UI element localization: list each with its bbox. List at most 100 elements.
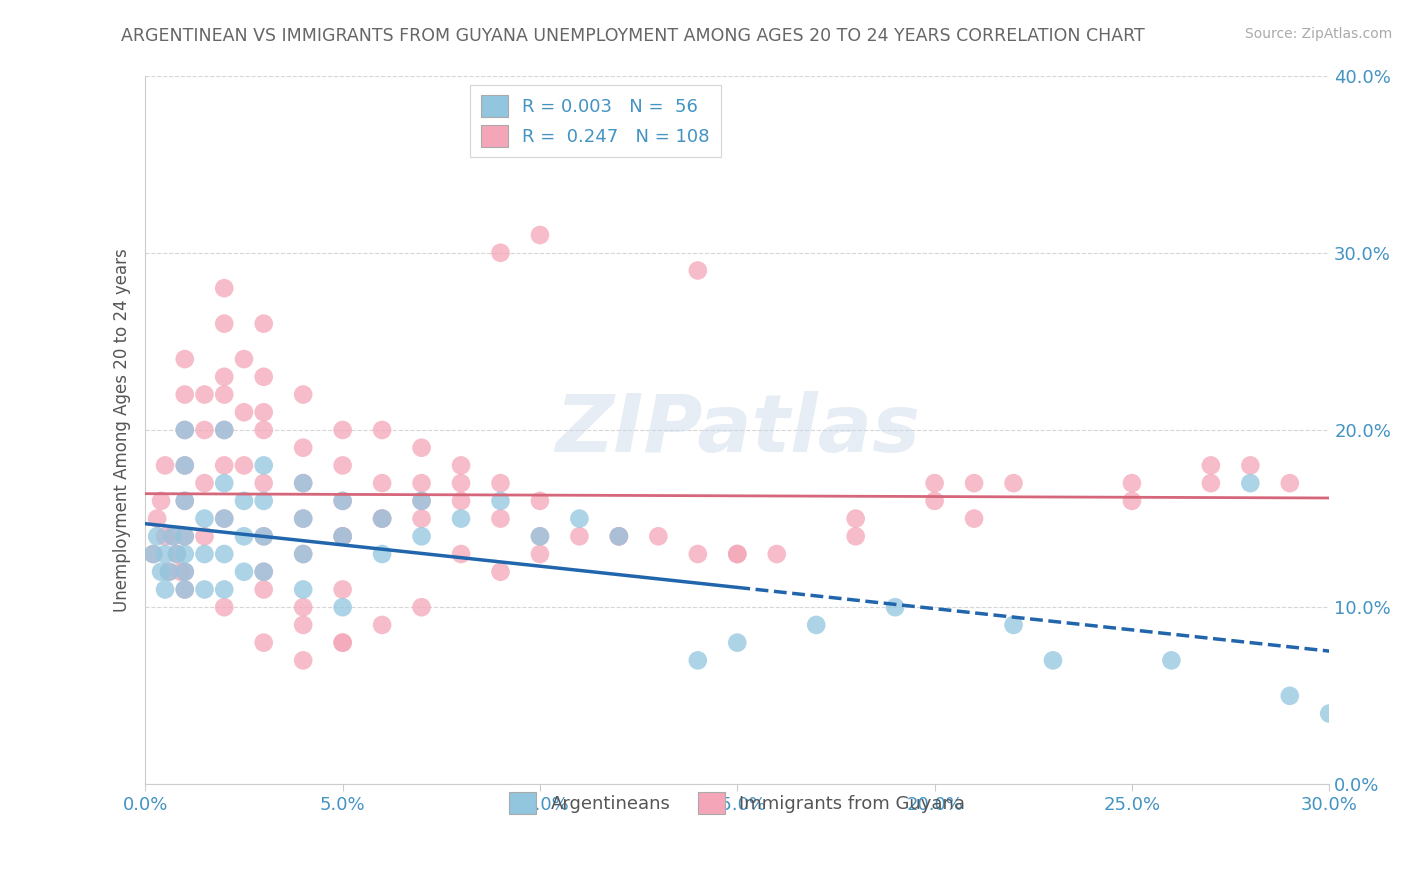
Point <box>963 511 986 525</box>
Point <box>253 369 276 384</box>
Point <box>292 618 315 632</box>
Point <box>146 529 169 543</box>
Point <box>529 227 551 242</box>
Point <box>253 317 276 331</box>
Point <box>1121 476 1143 491</box>
Point <box>332 529 354 543</box>
Point <box>233 494 256 508</box>
Point <box>162 529 184 543</box>
Point <box>884 600 907 615</box>
Point <box>292 511 315 525</box>
Point <box>212 547 235 561</box>
Point <box>212 511 235 525</box>
Point <box>845 529 868 543</box>
Point <box>1160 653 1182 667</box>
Point <box>212 600 235 615</box>
Point <box>292 582 315 597</box>
Point <box>212 281 235 295</box>
Point <box>1042 653 1064 667</box>
Point <box>233 529 256 543</box>
Point <box>173 423 195 437</box>
Point <box>489 565 512 579</box>
Point <box>292 653 315 667</box>
Point <box>332 635 354 649</box>
Point <box>153 458 176 473</box>
Point <box>371 423 394 437</box>
Point <box>765 547 787 561</box>
Point <box>162 529 184 543</box>
Point <box>489 245 512 260</box>
Point <box>233 565 256 579</box>
Point <box>332 582 354 597</box>
Text: Source: ZipAtlas.com: Source: ZipAtlas.com <box>1244 27 1392 41</box>
Point <box>568 529 591 543</box>
Point <box>153 529 176 543</box>
Point <box>450 494 472 508</box>
Point <box>411 511 433 525</box>
Point <box>212 317 235 331</box>
Point <box>173 352 195 367</box>
Point <box>173 494 195 508</box>
Point <box>173 582 195 597</box>
Point <box>233 352 256 367</box>
Point <box>253 529 276 543</box>
Point <box>1002 476 1025 491</box>
Point <box>607 529 630 543</box>
Point <box>292 547 315 561</box>
Point <box>173 387 195 401</box>
Point <box>371 511 394 525</box>
Point <box>193 511 215 525</box>
Point <box>1002 618 1025 632</box>
Point <box>1199 458 1222 473</box>
Point <box>212 423 235 437</box>
Point <box>173 565 195 579</box>
Point <box>332 458 354 473</box>
Point <box>568 511 591 525</box>
Point <box>489 476 512 491</box>
Point <box>1199 476 1222 491</box>
Point <box>450 547 472 561</box>
Point <box>212 423 235 437</box>
Point <box>411 600 433 615</box>
Point <box>253 565 276 579</box>
Point <box>411 494 433 508</box>
Point <box>529 529 551 543</box>
Point <box>292 511 315 525</box>
Point <box>292 441 315 455</box>
Point <box>212 369 235 384</box>
Point <box>253 405 276 419</box>
Point <box>233 458 256 473</box>
Point <box>292 476 315 491</box>
Point <box>371 511 394 525</box>
Point <box>529 547 551 561</box>
Point <box>1239 458 1261 473</box>
Point <box>1239 476 1261 491</box>
Point <box>332 529 354 543</box>
Point <box>193 423 215 437</box>
Point <box>371 476 394 491</box>
Point <box>292 476 315 491</box>
Point <box>253 423 276 437</box>
Point <box>193 529 215 543</box>
Point <box>332 529 354 543</box>
Point <box>150 565 173 579</box>
Point <box>173 565 195 579</box>
Point <box>332 423 354 437</box>
Point <box>647 529 669 543</box>
Point <box>173 547 195 561</box>
Point <box>411 494 433 508</box>
Point <box>193 582 215 597</box>
Point <box>411 441 433 455</box>
Point <box>806 618 828 632</box>
Point <box>212 511 235 525</box>
Point <box>686 263 709 277</box>
Point <box>411 529 433 543</box>
Point <box>371 511 394 525</box>
Point <box>450 511 472 525</box>
Text: ARGENTINEAN VS IMMIGRANTS FROM GUYANA UNEMPLOYMENT AMONG AGES 20 TO 24 YEARS COR: ARGENTINEAN VS IMMIGRANTS FROM GUYANA UN… <box>121 27 1144 45</box>
Point <box>725 635 748 649</box>
Point <box>332 635 354 649</box>
Point <box>1317 706 1340 721</box>
Point <box>292 387 315 401</box>
Point <box>332 494 354 508</box>
